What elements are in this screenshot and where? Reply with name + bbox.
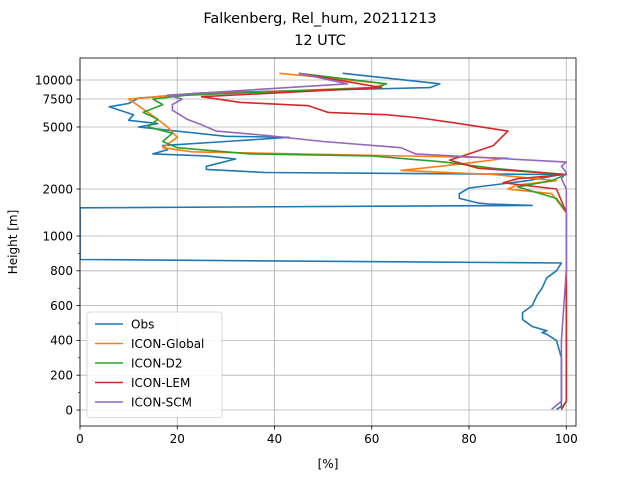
x-tick-label: 0 bbox=[76, 432, 84, 446]
series-line-obs bbox=[80, 72, 563, 410]
y-tick-label: 5000 bbox=[42, 120, 73, 134]
legend-box bbox=[86, 311, 223, 418]
x-tick-label: 20 bbox=[170, 432, 185, 446]
axis-ticks: 0 20 40 60 80 1000200400600800100020005000750… bbox=[35, 73, 578, 446]
y-tick-label: 2000 bbox=[42, 182, 73, 196]
x-tick-label: 60 bbox=[364, 432, 379, 446]
x-tick-label: 80 bbox=[461, 432, 476, 446]
y-tick-label: 10000 bbox=[35, 73, 73, 87]
x-tick-label: 100 bbox=[555, 432, 578, 446]
x-tick-label: 40 bbox=[267, 432, 282, 446]
x-axis-label: [%] bbox=[318, 457, 339, 471]
y-tick-label: 7500 bbox=[42, 92, 73, 106]
legend-entry: ICON-Global bbox=[131, 337, 204, 351]
series-line-icon-scm bbox=[166, 72, 568, 410]
y-axis-label: Height [m] bbox=[6, 210, 20, 275]
chart-subtitle: 12 UTC bbox=[294, 33, 346, 49]
y-tick-label: 1000 bbox=[42, 229, 73, 243]
legend-entry: ICON-D2 bbox=[131, 356, 183, 370]
legend-entry: ICON-LEM bbox=[131, 376, 190, 390]
series-group bbox=[80, 72, 568, 410]
y-tick-label: 200 bbox=[50, 369, 73, 383]
y-tick-label: 800 bbox=[50, 264, 73, 278]
plot-frame bbox=[79, 57, 577, 427]
legend: Obs ICON-Global ICON-D2 ICON-LEM ICON-SCM bbox=[86, 311, 223, 418]
y-tick-label: 600 bbox=[50, 299, 73, 313]
legend-entry: ICON-SCM bbox=[131, 395, 192, 409]
legend-entry: Obs bbox=[131, 317, 154, 331]
chart-title: Falkenberg, Rel_hum, 20211213 bbox=[203, 11, 436, 27]
y-tick-label: 0 bbox=[65, 403, 73, 417]
y-tick-label: 400 bbox=[50, 334, 73, 348]
